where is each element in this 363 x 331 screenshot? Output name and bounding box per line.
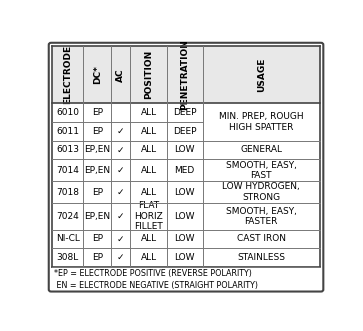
Text: ✓: ✓ xyxy=(117,234,125,243)
Text: LOW HYDROGEN,
STRONG: LOW HYDROGEN, STRONG xyxy=(222,182,300,202)
Text: ✓: ✓ xyxy=(117,188,125,197)
Text: EP: EP xyxy=(92,234,103,243)
Text: FLAT
HORIZ
FILLET: FLAT HORIZ FILLET xyxy=(134,201,163,231)
Text: SMOOTH, EASY,
FAST: SMOOTH, EASY, FAST xyxy=(226,161,297,180)
Text: DEEP: DEEP xyxy=(173,127,196,136)
Text: ALL: ALL xyxy=(140,234,156,243)
Text: ELECTRODE: ELECTRODE xyxy=(63,45,72,104)
Text: 6011: 6011 xyxy=(56,127,79,136)
Text: DEEP: DEEP xyxy=(173,108,196,117)
Text: ✓: ✓ xyxy=(117,127,125,136)
Text: ✓: ✓ xyxy=(117,145,125,155)
Text: EP: EP xyxy=(92,108,103,117)
Text: ALL: ALL xyxy=(140,145,156,155)
Text: 7018: 7018 xyxy=(56,188,79,197)
Text: MED: MED xyxy=(175,166,195,175)
Text: DC*: DC* xyxy=(93,65,102,84)
Text: ALL: ALL xyxy=(140,127,156,136)
Text: MIN. PREP, ROUGH
HIGH SPATTER: MIN. PREP, ROUGH HIGH SPATTER xyxy=(219,112,303,132)
Text: EN = ELECTRODE NEGATIVE (STRAIGHT POLARITY): EN = ELECTRODE NEGATIVE (STRAIGHT POLARI… xyxy=(54,281,258,290)
Text: 7024: 7024 xyxy=(56,212,79,221)
Text: EP: EP xyxy=(92,127,103,136)
Text: STAINLESS: STAINLESS xyxy=(237,253,285,262)
Text: 7014: 7014 xyxy=(56,166,79,175)
Text: ✓: ✓ xyxy=(117,166,125,175)
Text: EP: EP xyxy=(92,188,103,197)
Text: 6010: 6010 xyxy=(56,108,79,117)
Text: 6013: 6013 xyxy=(56,145,79,155)
Text: USAGE: USAGE xyxy=(257,58,266,92)
Text: NI-CL: NI-CL xyxy=(56,234,80,243)
Text: EP: EP xyxy=(92,253,103,262)
Text: GENERAL: GENERAL xyxy=(240,145,282,155)
Text: CAST IRON: CAST IRON xyxy=(237,234,286,243)
Text: ALL: ALL xyxy=(140,253,156,262)
Text: LOW: LOW xyxy=(174,188,195,197)
Text: ALL: ALL xyxy=(140,188,156,197)
Text: LOW: LOW xyxy=(174,145,195,155)
Text: LOW: LOW xyxy=(174,253,195,262)
Bar xyxy=(52,46,320,103)
Text: 308L: 308L xyxy=(57,253,79,262)
Text: ✓: ✓ xyxy=(117,253,125,262)
Text: POSITION: POSITION xyxy=(144,50,153,99)
Text: ALL: ALL xyxy=(140,108,156,117)
Text: EP,EN: EP,EN xyxy=(84,166,110,175)
Text: AC: AC xyxy=(116,68,125,81)
Text: LOW: LOW xyxy=(174,212,195,221)
FancyBboxPatch shape xyxy=(49,43,323,292)
Text: ALL: ALL xyxy=(140,166,156,175)
Text: ✓: ✓ xyxy=(117,212,125,221)
Text: LOW: LOW xyxy=(174,234,195,243)
Text: SMOOTH, EASY,
FASTER: SMOOTH, EASY, FASTER xyxy=(226,207,297,226)
Text: PENETRATION: PENETRATION xyxy=(180,39,189,110)
Text: EP,EN: EP,EN xyxy=(84,145,110,155)
Text: *EP = ELECTRODE POSITIVE (REVERSE POLARITY): *EP = ELECTRODE POSITIVE (REVERSE POLARI… xyxy=(54,269,252,278)
Text: EP,EN: EP,EN xyxy=(84,212,110,221)
